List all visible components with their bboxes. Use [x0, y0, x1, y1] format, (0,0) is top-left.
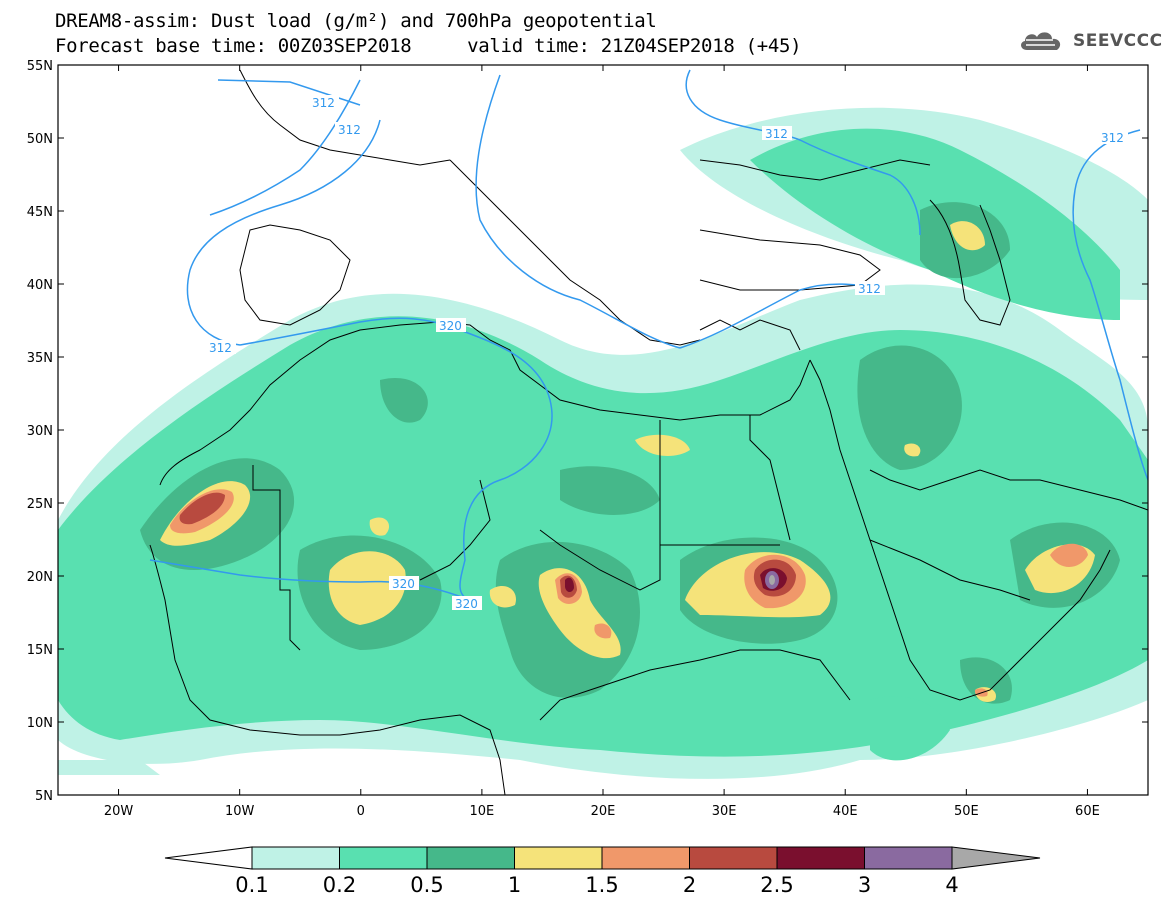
seevccc-logo: SEEVCCC	[1017, 27, 1163, 55]
colorbar-over-triangle	[951, 846, 1041, 870]
chart-title: DREAM8-assim: Dust load (g/m²) and 700hP…	[55, 10, 657, 32]
colorbar-label: 1.5	[585, 873, 618, 897]
lat-tick-label: 55N	[27, 59, 53, 74]
lat-tick-label: 50N	[27, 132, 53, 147]
contour-label: 312	[312, 96, 335, 110]
lon-tick-label: 30E	[712, 804, 737, 819]
lon-tick-label: 50E	[954, 804, 979, 819]
lon-tick-label: 60E	[1075, 804, 1100, 819]
logo-text: SEEVCCC	[1073, 31, 1163, 51]
contour-label: 312	[338, 123, 361, 137]
colorbar-swatch	[514, 846, 603, 870]
geopotential-contours	[149, 69, 1148, 601]
colorbar-swatch	[251, 846, 340, 870]
lat-tick-label: 10N	[27, 716, 53, 731]
colorbar: 0.1 0.2 0.5 1 1.5 2 2.5 3 4	[164, 846, 1041, 897]
lon-tick-label: 40E	[833, 804, 858, 819]
colorbar-under-triangle	[164, 846, 253, 870]
coastlines-borders	[149, 69, 1148, 795]
colorbar-label: 2.5	[760, 873, 793, 897]
colorbar-label: 4	[945, 873, 958, 897]
latitude-axis: 55N 50N 45N 40N 35N 30N 25N 20N 15N 10N 5N	[27, 59, 1148, 804]
contour-label: 320	[455, 597, 478, 611]
contour-labels: 312 312 312 312 312 312 320 320 320	[206, 95, 1128, 611]
cloud-icon	[1021, 32, 1061, 50]
lon-tick-label: 10W	[225, 804, 255, 819]
colorbar-label: 1	[508, 873, 521, 897]
lat-tick-label: 45N	[27, 205, 53, 220]
contour-label: 312	[765, 127, 788, 141]
lat-tick-label: 25N	[27, 497, 53, 512]
contour-label: 312	[1101, 131, 1124, 145]
lon-tick-label: 0	[357, 804, 365, 819]
contour-label: 320	[392, 577, 415, 591]
contour-label: 312	[209, 341, 232, 355]
lon-tick-label: 10E	[470, 804, 495, 819]
colorbar-swatch	[864, 846, 953, 870]
colorbar-swatch	[339, 846, 428, 870]
colorbar-swatch	[689, 846, 778, 870]
lat-tick-label: 40N	[27, 278, 53, 293]
colorbar-label: 2	[683, 873, 696, 897]
colorbar-swatch	[426, 846, 515, 870]
colorbar-label: 0.5	[410, 873, 443, 897]
lat-tick-label: 5N	[35, 789, 53, 804]
forecast-time-info: Forecast base time: 00Z03SEP2018 valid t…	[55, 35, 802, 57]
colorbar-label: 0.1	[235, 873, 268, 897]
lon-tick-label: 20E	[591, 804, 616, 819]
lat-tick-label: 20N	[27, 570, 53, 585]
lat-tick-label: 15N	[27, 643, 53, 658]
map-area: 312 312 312 312 312 312 320 320 320	[58, 65, 1148, 795]
contour-label: 320	[439, 319, 462, 333]
colorbar-label: 3	[858, 873, 871, 897]
colorbar-label: 0.2	[323, 873, 356, 897]
lat-tick-label: 35N	[27, 351, 53, 366]
contour-label: 312	[858, 282, 881, 296]
colorbar-swatch	[601, 846, 690, 870]
dust-level-4	[769, 575, 775, 585]
longitude-axis: 20W 10W 0 10E 20E 30E 40E 50E 60E	[104, 65, 1100, 819]
lat-tick-label: 30N	[27, 424, 53, 439]
colorbar-swatch	[776, 846, 865, 870]
lon-tick-label: 20W	[104, 804, 134, 819]
